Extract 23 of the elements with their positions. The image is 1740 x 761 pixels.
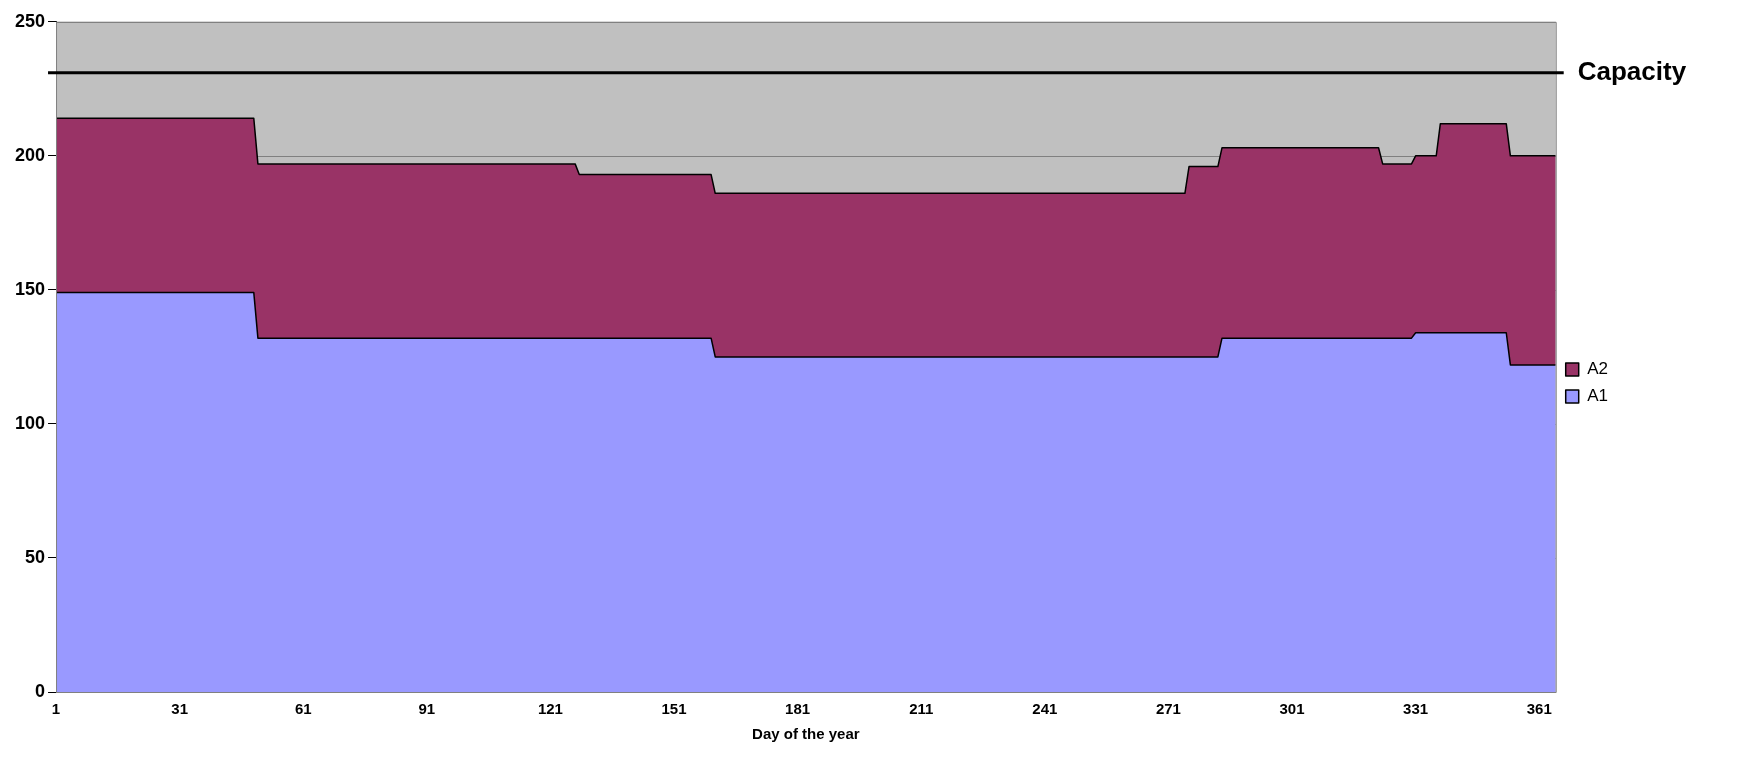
x-tick-label: 331 [1403, 700, 1429, 718]
x-axis-title: Day of the year [752, 725, 860, 743]
x-tick-label: 31 [171, 700, 188, 718]
x-tick-label: 211 [909, 700, 934, 718]
x-tick-label: 271 [1155, 700, 1181, 718]
x-tick-label: 121 [537, 700, 563, 718]
x-tick-label: 181 [785, 700, 811, 718]
y-tick-label: 50 [25, 546, 46, 567]
y-tick-label: 0 [35, 680, 46, 701]
x-tick-label: 151 [661, 700, 687, 718]
y-tick-label: 200 [14, 144, 46, 165]
y-tick-label: 100 [14, 412, 46, 433]
x-tick-label: 361 [1526, 700, 1552, 718]
x-tick-label: 91 [418, 700, 436, 718]
ref-line-label: Capacity [1577, 55, 1687, 86]
legend-label: A2 [1587, 359, 1608, 379]
x-tick-label: 301 [1279, 700, 1305, 718]
x-tick-label: 1 [51, 700, 61, 718]
y-tick-label: 250 [14, 10, 46, 31]
x-tick-label: 241 [1032, 700, 1058, 718]
x-tick-label: 61 [294, 700, 312, 718]
y-tick-label: 150 [14, 278, 46, 299]
legend-label: A1 [1587, 386, 1608, 406]
